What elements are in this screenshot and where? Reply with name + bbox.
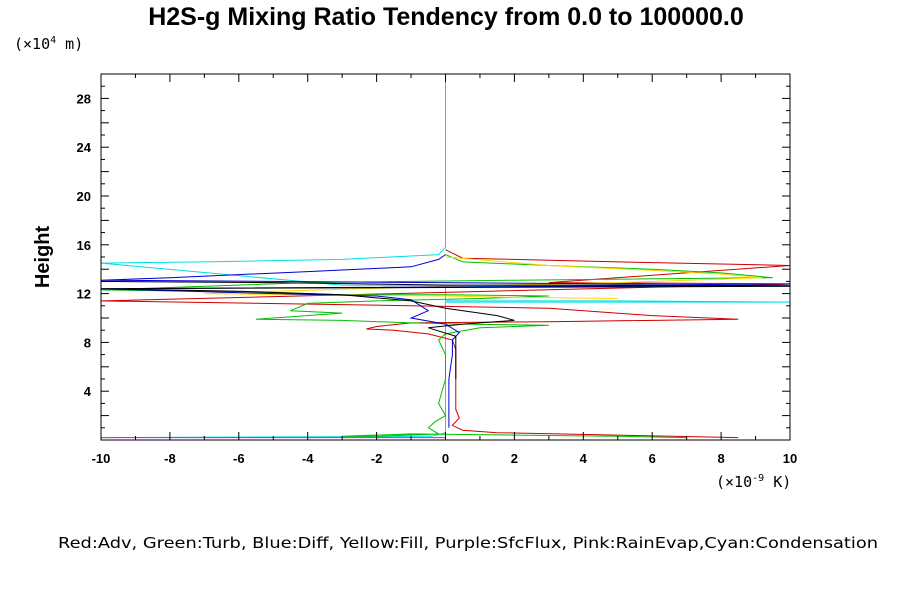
x-tick-label: -2 bbox=[371, 451, 383, 466]
series-line-turb bbox=[100, 254, 773, 439]
x-tick-label: 10 bbox=[783, 451, 797, 466]
chart-title: H2S-g Mixing Ratio Tendency from 0.0 to … bbox=[148, 3, 744, 31]
series-layer bbox=[100, 74, 791, 439]
x-tick-label: 8 bbox=[717, 451, 724, 466]
x-tick-label: 4 bbox=[580, 451, 588, 466]
y-tick-label: 20 bbox=[77, 189, 91, 204]
y-tick-label: 4 bbox=[84, 384, 92, 399]
series-line-adv bbox=[100, 249, 791, 439]
legend-text: Red:Adv, Green:Turb, Blue:Diff, Yellow:F… bbox=[58, 534, 878, 552]
x-tick-label: -10 bbox=[92, 451, 111, 466]
y-tick-label: 28 bbox=[77, 91, 91, 106]
x-tick-label: 6 bbox=[649, 451, 656, 466]
x-tick-label: -4 bbox=[302, 451, 314, 466]
y-tick-group: 4 8 12 16 20 24 28 bbox=[77, 73, 790, 429]
x-tick-group: -10 -8 -6 -4 -2 0 2 4 6 8 10 bbox=[92, 74, 797, 466]
y-axis-label: Height bbox=[32, 226, 54, 289]
x-tick-label: -8 bbox=[164, 451, 176, 466]
series-line-diff bbox=[100, 254, 791, 428]
y-tick-label: 24 bbox=[77, 140, 92, 155]
series-line-other bbox=[100, 280, 791, 379]
y-unit-label: (×104 m) bbox=[14, 35, 83, 53]
x-tick-label: -6 bbox=[233, 451, 245, 466]
y-tick-label: 12 bbox=[77, 287, 91, 302]
series-line-fill bbox=[204, 256, 763, 299]
y-tick-label: 8 bbox=[84, 335, 91, 350]
series-line-condensation bbox=[100, 74, 791, 439]
x-tick-label: 0 bbox=[442, 451, 449, 466]
x-tick-label: 2 bbox=[511, 451, 518, 466]
y-tick-label: 16 bbox=[77, 238, 91, 253]
x-unit-label: (×10-9 K) bbox=[716, 473, 791, 491]
